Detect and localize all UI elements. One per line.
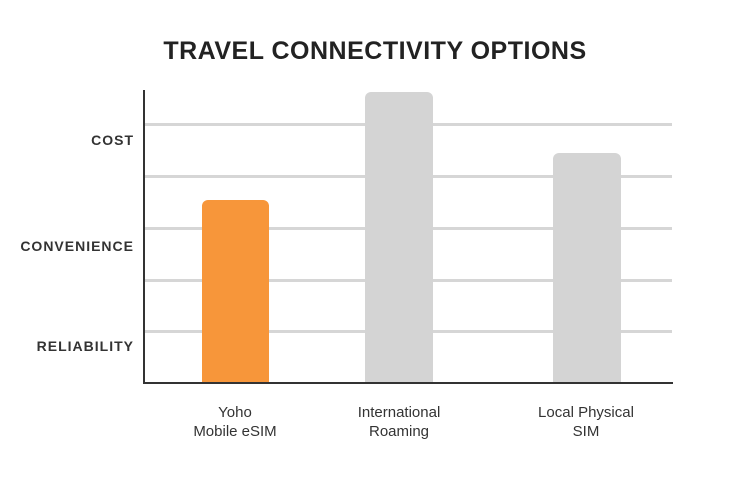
x-label-roaming: International Roaming (309, 403, 489, 441)
y-label-convenience: CONVENIENCE (20, 238, 134, 254)
x-label-line: Roaming (368, 423, 430, 440)
y-label-cost: COST (91, 132, 134, 148)
y-axis (143, 90, 145, 384)
bar-international-roaming (365, 92, 433, 382)
bar-local-physical-sim (553, 153, 621, 382)
x-label-line: International (357, 404, 441, 421)
bar-yoho-mobile-esim (202, 200, 269, 382)
x-label-line: SIM (572, 423, 600, 440)
x-axis (143, 382, 673, 384)
y-label-reliability: RELIABILITY (36, 338, 134, 354)
chart-title: TRAVEL CONNECTIVITY OPTIONS (163, 37, 587, 65)
x-label-line: Mobile eSIM (193, 423, 277, 440)
x-label-local-sim: Local Physical SIM (496, 403, 676, 441)
x-label-line: Yoho (218, 404, 252, 421)
x-label-line: Local Physical (538, 404, 634, 421)
x-label-yoho: Yoho Mobile eSIM (145, 403, 325, 441)
